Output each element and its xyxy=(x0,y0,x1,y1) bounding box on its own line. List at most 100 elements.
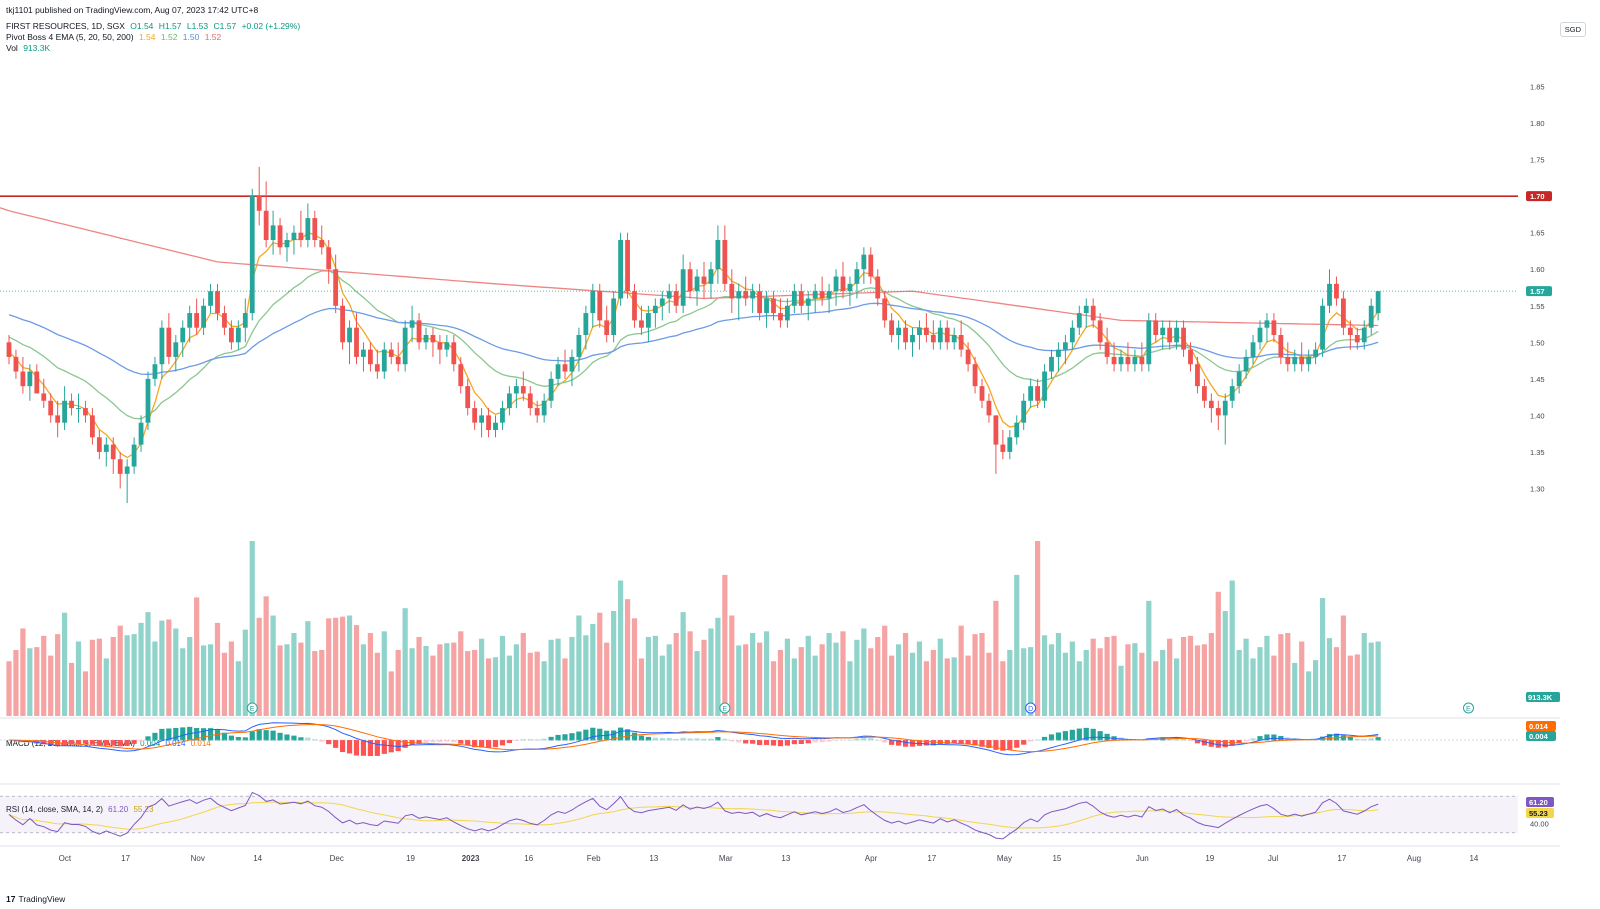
macd-tag-signal-label: 0.014 xyxy=(1529,722,1549,731)
macd-histogram-bar xyxy=(159,728,165,741)
macd-histogram-bar xyxy=(444,740,450,742)
macd-histogram-bar xyxy=(791,740,797,745)
volume-bar xyxy=(89,639,95,716)
volume-bar xyxy=(1368,642,1374,716)
macd-histogram-bar xyxy=(659,737,665,741)
volume-bar xyxy=(41,635,47,716)
volume-bar xyxy=(750,633,756,716)
volume-bar xyxy=(1097,648,1103,716)
macd-histogram-bar xyxy=(423,740,429,743)
volume-bar xyxy=(75,641,82,716)
volume-bar xyxy=(1035,541,1041,716)
volume-bar xyxy=(201,645,207,716)
macd-histogram-bar xyxy=(902,740,909,747)
candle-body xyxy=(1361,327,1367,343)
volume-bar xyxy=(1354,654,1360,716)
volume-bar xyxy=(346,615,353,716)
macd-histogram-bar xyxy=(291,735,297,741)
candle-body xyxy=(208,291,213,306)
macd-histogram-bar xyxy=(562,734,568,741)
volume-bar xyxy=(757,642,763,716)
volume-bar xyxy=(777,649,784,716)
publisher-line: tkj1101 published on TradingView.com, Au… xyxy=(6,5,259,15)
volume-bar xyxy=(1264,635,1270,716)
volume-bar xyxy=(861,628,867,716)
candle-body xyxy=(1014,422,1020,438)
volume-bar xyxy=(645,636,651,716)
candle-body xyxy=(333,269,339,306)
volume-bar xyxy=(965,655,971,716)
volume-bar xyxy=(784,638,790,716)
candle-body xyxy=(944,327,950,343)
macd-histogram-bar xyxy=(492,740,499,748)
macd-histogram-bar xyxy=(826,740,832,742)
candle-body xyxy=(430,335,436,343)
candle-body xyxy=(694,276,700,292)
candle-body xyxy=(1021,400,1027,423)
candle-body xyxy=(930,335,936,343)
volume-bar xyxy=(340,616,346,716)
volume-bar xyxy=(256,617,262,716)
macd-histogram-bar xyxy=(708,738,714,741)
candle-body xyxy=(639,320,644,328)
volume-bar xyxy=(1174,658,1180,716)
macd-histogram-bar xyxy=(353,740,360,756)
volume-bar xyxy=(1326,638,1333,716)
candle-body xyxy=(96,437,102,452)
volume-bar xyxy=(652,635,658,716)
macd-histogram-bar xyxy=(743,740,749,744)
candle-body xyxy=(277,225,283,248)
candle-body xyxy=(507,393,512,409)
volume-bar xyxy=(360,644,367,716)
currency-button[interactable]: SGD xyxy=(1559,22,1586,37)
macd-histogram-bar xyxy=(951,740,957,744)
candle-body xyxy=(826,291,832,299)
candle-body xyxy=(1097,320,1103,343)
volume-bar xyxy=(944,658,950,716)
macd-histogram-bar xyxy=(597,728,603,741)
volume-bar xyxy=(527,652,533,716)
candle-body xyxy=(1042,371,1047,401)
volume-bar xyxy=(1313,660,1319,716)
macd-histogram-bar xyxy=(548,736,554,741)
volume-bar xyxy=(631,618,638,716)
tradingview-logo: 17 TradingView xyxy=(6,894,65,904)
volume-bar xyxy=(708,628,714,716)
macd-histogram-bar xyxy=(263,730,269,741)
volume-bar xyxy=(131,634,137,716)
candle-body xyxy=(90,415,95,438)
candle-body xyxy=(374,364,380,372)
macd-histogram-bar xyxy=(1319,736,1326,741)
macd-histogram-bar xyxy=(944,740,950,745)
candle-body xyxy=(798,291,804,306)
price-tick-label: 1.65 xyxy=(1530,229,1545,238)
volume-bar xyxy=(770,661,777,716)
candle-body xyxy=(1313,349,1318,357)
candle-body xyxy=(666,291,672,299)
volume-bar xyxy=(124,635,130,716)
candle-body xyxy=(493,422,498,430)
volume-bar xyxy=(68,662,75,716)
candle-body xyxy=(1118,356,1124,365)
macd-histogram-bar xyxy=(103,740,109,746)
volume-bar xyxy=(611,611,617,716)
candle-body xyxy=(305,218,311,240)
macd-histogram-bar xyxy=(360,740,367,756)
candle-body xyxy=(673,291,679,306)
volume-bar xyxy=(1333,647,1340,716)
macd-histogram-bar xyxy=(472,740,478,748)
candle-body xyxy=(76,408,81,410)
volume-bar xyxy=(958,625,964,716)
candle-body xyxy=(562,364,568,372)
macd-histogram-bar xyxy=(1041,736,1048,741)
macd-histogram-bar xyxy=(1000,740,1006,751)
symbol-name: FIRST RESOURCES, 1D, SGX xyxy=(6,21,125,31)
candle-body xyxy=(736,291,742,299)
volume-bar xyxy=(541,661,547,716)
macd-histogram-bar xyxy=(722,738,728,741)
volume-bar xyxy=(430,655,436,716)
macd-histogram-bar xyxy=(979,740,985,747)
volume-bar xyxy=(1229,580,1235,716)
macd-histogram-bar xyxy=(48,740,54,746)
